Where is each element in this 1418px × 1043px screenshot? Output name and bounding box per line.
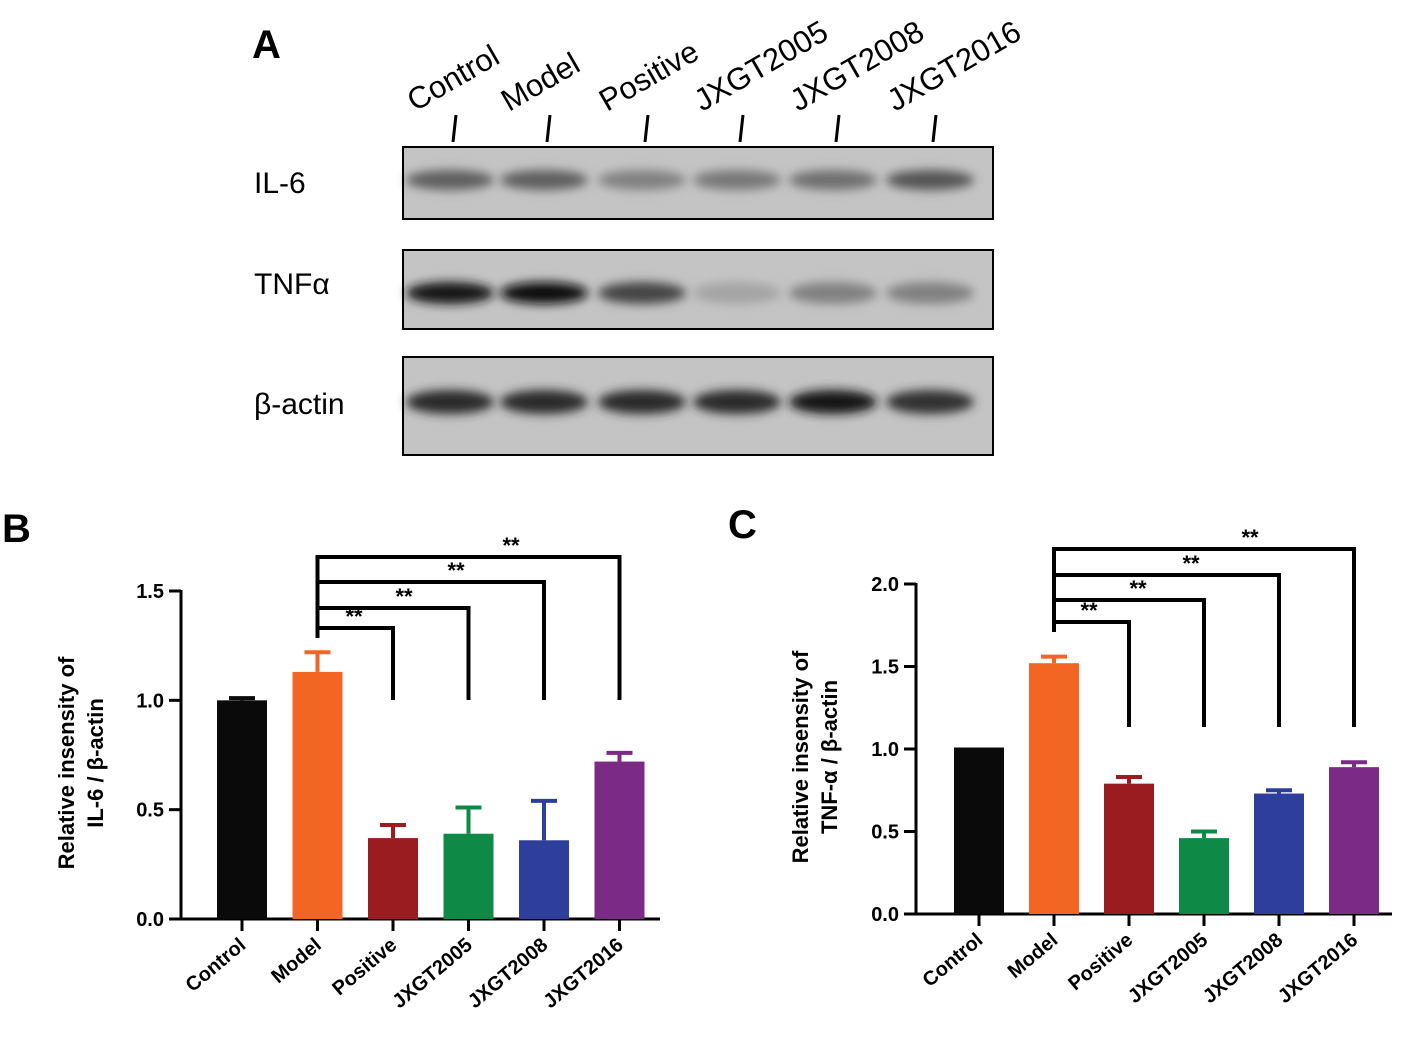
panel-c-category-label-jxgt2008: JXGT2008 <box>1199 929 1287 1008</box>
panel-b-category-label-control: Control <box>182 934 251 997</box>
lane-tick-model <box>545 114 552 143</box>
band-il-6-jxgt2008 <box>789 170 877 190</box>
panel-c-bar-model <box>1029 663 1079 914</box>
panel-b-sig-label-jxgt2005: ** <box>395 584 413 609</box>
panel-b-category-label-jxgt2008: JXGT2008 <box>464 934 552 1013</box>
panel-b-category-label-jxgt2016: JXGT2016 <box>539 934 627 1013</box>
panel-b-sig-bracket-jxgt2005 <box>317 606 471 700</box>
panel-c-category-label-model: Model <box>1004 929 1062 983</box>
band-b-actin-model <box>500 390 588 414</box>
panel-b-sig-label-jxgt2008: ** <box>447 558 465 583</box>
panel-b-category-label-positive: Positive <box>328 934 401 1000</box>
panel-c-ytick-label-0-5: 0.5 <box>871 822 899 844</box>
panel-c-category-label-control: Control <box>919 929 988 992</box>
band-tnfa-model <box>500 282 588 304</box>
panel-c-bar-jxgt2008 <box>1254 793 1304 914</box>
panel-c-ylabel-line1: Relative insensity of <box>788 650 813 863</box>
lane-label-control: Control <box>401 38 505 118</box>
panel-b-sig-bracket-jxgt2008 <box>317 580 546 700</box>
band-il-6-jxgt2016 <box>886 170 974 190</box>
panel-b-sig-label-jxgt2016: ** <box>502 533 520 558</box>
panel-c-ylabel-line2: TNF-α / β-actin <box>817 680 842 834</box>
panel-b-bar-model <box>292 671 343 919</box>
band-tnfa-control <box>406 282 494 304</box>
panel-b-bar-control <box>217 700 267 919</box>
blot-label-b-actin: β-actin <box>254 388 345 421</box>
panel-b-bar-positive <box>368 838 418 919</box>
panel-b-ytick-label-1-5: 1.5 <box>136 581 164 603</box>
blot-frame-il-6 <box>402 146 994 220</box>
panel-a-letter: A <box>252 23 281 67</box>
lane-tick-control <box>451 114 458 143</box>
band-tnfa-jxgt2008 <box>789 282 877 304</box>
band-il-6-jxgt2005 <box>693 170 781 190</box>
panel-b-il6-chart: B 0.0 0.5 1.0 1.5 Relative insensity of IL-6 … <box>2 507 660 1013</box>
band-b-actin-jxgt2008 <box>789 390 877 414</box>
panel-c-category-label-jxgt2016: JXGT2016 <box>1274 929 1362 1008</box>
blot-frame-tnfa <box>402 249 994 330</box>
panel-b-category-label-jxgt2005: JXGT2005 <box>388 934 476 1013</box>
band-b-actin-jxgt2005 <box>693 390 781 414</box>
lane-tick-jxgt2005 <box>738 114 745 143</box>
panel-c-tnfa-chart: C 0.0 0.5 1.0 1.5 2.0 Relative insensity of TN… <box>728 503 1392 1008</box>
panel-b-ytick-label-0-5: 0.5 <box>136 800 164 822</box>
panel-b-sig-bracket-positive <box>317 626 395 700</box>
panel-c-sig-label-jxgt2005: ** <box>1129 576 1147 601</box>
panel-c-category-label-jxgt2005: JXGT2005 <box>1124 929 1212 1008</box>
panel-b-category-label-model: Model <box>267 934 325 988</box>
panel-b-bar-jxgt2016 <box>594 761 645 919</box>
band-b-actin-positive <box>598 390 686 414</box>
lane-tick-jxgt2008 <box>834 114 841 143</box>
lane-label-positive: Positive <box>593 33 705 118</box>
band-b-actin-control <box>406 390 494 414</box>
panel-b-ylabel-line2: IL-6 / β-actin <box>83 698 108 828</box>
panel-c-bar-jxgt2005 <box>1179 838 1229 914</box>
blot-label-tnfa: TNFα <box>254 268 330 301</box>
panel-c-letter: C <box>728 503 757 547</box>
panel-c-sig-label-positive: ** <box>1080 598 1098 623</box>
band-tnfa-jxgt2016 <box>886 282 974 304</box>
band-tnfa-positive <box>598 282 686 304</box>
panel-c-sig-bracket-jxgt2016 <box>1054 547 1356 727</box>
band-il-6-model <box>500 170 588 190</box>
band-b-actin-jxgt2016 <box>886 390 974 414</box>
panel-c-sig-bracket-jxgt2008 <box>1054 573 1281 727</box>
panel-b-sig-label-positive: ** <box>345 604 363 629</box>
panel-b-ytick-label-1-0: 1.0 <box>136 690 164 712</box>
panel-b-bar-jxgt2008 <box>519 840 569 919</box>
band-il-6-positive <box>598 170 686 190</box>
panel-c-ytick-label-1-0: 1.0 <box>871 739 899 761</box>
panel-b-bar-jxgt2005 <box>443 833 494 919</box>
lane-label-model: Model <box>495 46 586 119</box>
panel-b-ytick-label-0-0: 0.0 <box>136 909 164 931</box>
panel-c-sig-bracket-positive <box>1054 620 1131 727</box>
panel-b-sig-bracket-jxgt2016 <box>317 555 622 700</box>
panel-c-category-label-positive: Positive <box>1064 929 1137 995</box>
band-tnfa-jxgt2005 <box>693 282 781 304</box>
lane-tick-jxgt2016 <box>931 114 938 143</box>
panel-c-bar-positive <box>1104 783 1154 914</box>
lane-tick-positive <box>643 114 650 143</box>
band-il-6-control <box>406 170 494 190</box>
panel-b-letter: B <box>2 507 31 551</box>
panel-c-ytick-label-0-0: 0.0 <box>871 904 899 926</box>
panel-c-bar-control <box>954 749 1004 914</box>
blot-label-il-6: IL-6 <box>254 167 306 200</box>
panel-c-ytick-label-2-0: 2.0 <box>871 574 899 596</box>
panel-b-ylabel-line1: Relative insensity of <box>54 656 79 869</box>
panel-c-sig-bracket-jxgt2005 <box>1054 598 1206 727</box>
blot-frame-b-actin <box>402 356 994 456</box>
panel-c-sig-label-jxgt2016: ** <box>1241 525 1259 550</box>
panel-c-bar-jxgt2016 <box>1329 767 1379 914</box>
panel-c-sig-label-jxgt2008: ** <box>1182 551 1200 576</box>
panel-c-ytick-label-1-5: 1.5 <box>871 657 899 679</box>
blot-images: IL-6 TNFα β-actin <box>254 146 994 456</box>
